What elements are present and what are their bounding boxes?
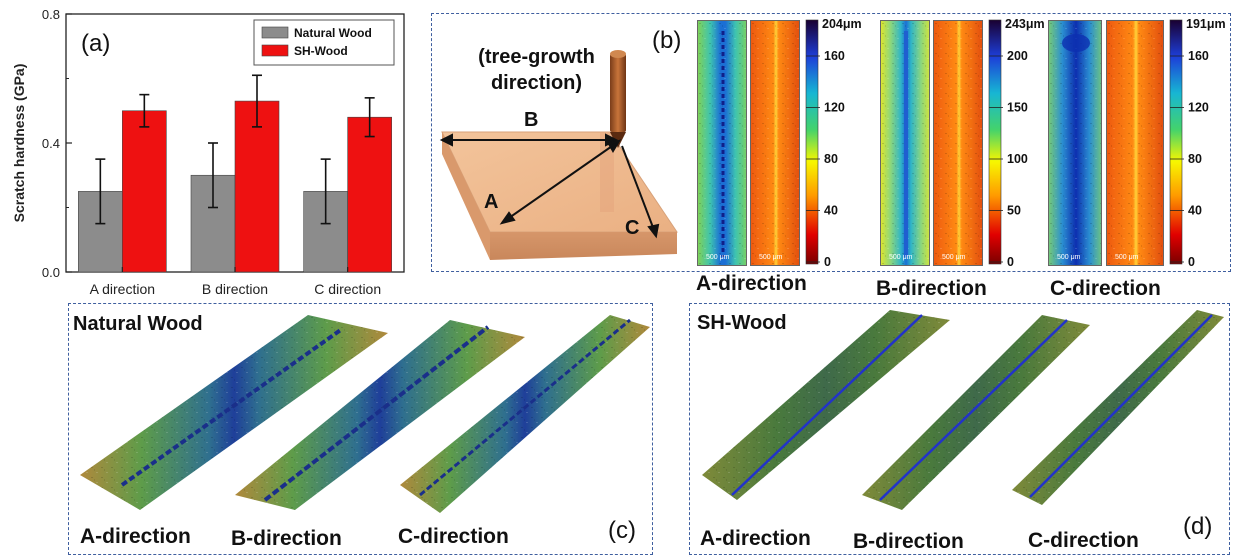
bar-sh-wood-3	[347, 116, 392, 273]
colorbar-b: 243μm 200 150 100 50 0	[988, 17, 1045, 269]
height-map-b-sh: 500 μm	[933, 20, 983, 266]
colorbar-tick-label: 0	[1188, 255, 1195, 269]
scale-bar-label: 500 μm	[942, 254, 966, 261]
panel-label-d: (d)	[1183, 513, 1213, 540]
colorbar-max-label: 243μm	[1005, 17, 1045, 31]
scale-bar-label: 500 μm	[1115, 254, 1139, 261]
bar-chart: Scratch hardness (GPa) 0.0 0.4 0.8 A direct…	[11, 7, 405, 297]
y-tick-label: 0.0	[42, 265, 60, 280]
colorbar-tick-label: 80	[1188, 152, 1202, 166]
wood-block-front	[490, 232, 677, 260]
colorbar-tick-label: 100	[1007, 152, 1028, 166]
scale-bar-label: 500 μm	[706, 254, 730, 261]
wood-block-side	[442, 132, 490, 260]
colorbar-tick-label: 80	[824, 152, 838, 166]
height-map-b-natural: 500 μm	[880, 20, 930, 266]
stylus-icon	[610, 54, 626, 132]
y-tick-label: 0.4	[42, 136, 60, 151]
colorbar-tick-label: 160	[1188, 49, 1209, 63]
x-tick-label: C direction	[314, 281, 381, 297]
panel-a: Scratch hardness (GPa) 0.0 0.4 0.8 A direct…	[0, 0, 412, 305]
surface-plots-natural-wood	[80, 315, 650, 513]
surface-natural-c	[400, 315, 650, 513]
axis-label-b: B	[524, 109, 538, 131]
surface-caption-d-c: C-direction	[1028, 529, 1139, 552]
colorbar-tick-label: 50	[1007, 204, 1021, 218]
surface-caption-c-c: C-direction	[398, 525, 509, 548]
height-map-a-sh: 500 μm	[750, 20, 800, 266]
growth-direction-label: (tree-growth direction)	[478, 46, 595, 94]
colorbar-tick-label: 120	[1188, 101, 1209, 115]
surface-caption-c-a: A-direction	[80, 525, 191, 548]
height-map-a-natural: 500 μm	[697, 20, 747, 266]
surface-sh-c	[1012, 310, 1224, 505]
panel-c-frame	[68, 303, 653, 555]
colorbar-tick-label: 0	[824, 255, 831, 269]
surface-caption-d-b: B-direction	[853, 530, 964, 553]
axis-label-c: C	[625, 217, 639, 239]
panel-b-frame	[431, 13, 1231, 272]
legend-label-natural-wood: Natural Wood	[294, 26, 372, 40]
height-map-c-sh: 500 μm	[1106, 20, 1164, 266]
panel-c-title: Natural Wood	[73, 313, 203, 335]
colorbar-tick-label: 160	[824, 49, 845, 63]
colorbar-tick-label: 150	[1007, 101, 1028, 115]
wood-block-schematic: B A C	[439, 50, 678, 260]
scale-bar-label: 500 μm	[759, 254, 783, 261]
surface-natural-b	[235, 320, 525, 510]
panel-label-a: (a)	[81, 30, 110, 57]
surface-natural-a	[80, 315, 388, 510]
x-tick-label: B direction	[202, 281, 268, 297]
surface-plots-sh-wood	[702, 310, 1224, 510]
colorbar-a: 204μm 160 120 80 40 0	[805, 17, 862, 269]
scale-bar-label: 500 μm	[1057, 254, 1081, 261]
legend-label-sh-wood: SH-Wood	[294, 44, 348, 58]
map-caption-a: A-direction	[696, 272, 807, 295]
x-tick-label: A direction	[90, 281, 155, 297]
panel-label-b: (b)	[652, 27, 682, 54]
colorbar-tick-label: 0	[1007, 255, 1014, 269]
colorbar-tick-label: 40	[824, 204, 838, 218]
surface-sh-a	[702, 310, 950, 500]
map-caption-c: C-direction	[1050, 277, 1161, 300]
colorbar-tick-label: 120	[824, 101, 845, 115]
panel-label-c: (c)	[608, 517, 636, 544]
colorbar-tick-label: 200	[1007, 49, 1028, 63]
legend-swatch-sh-wood	[261, 44, 289, 57]
scale-bar-label: 500 μm	[889, 254, 913, 261]
map-caption-b: B-direction	[876, 277, 987, 300]
panel-d-frame	[689, 303, 1230, 555]
y-tick-label: 0.8	[42, 7, 60, 22]
surface-sh-b	[862, 315, 1090, 510]
bar-sh-wood-1	[122, 110, 167, 273]
panel-d-title: SH-Wood	[697, 312, 787, 334]
y-axis-label: Scratch hardness (GPa)	[11, 64, 27, 223]
colorbar-c: 191μm 160 120 80 40 0	[1169, 17, 1226, 269]
colorbar-max-label: 204μm	[822, 17, 862, 31]
surface-caption-d-a: A-direction	[700, 527, 811, 550]
surface-caption-c-b: B-direction	[231, 527, 342, 550]
height-map-c-natural: 500 μm	[1048, 20, 1102, 266]
legend-swatch-natural-wood	[261, 26, 289, 39]
colorbar-tick-label: 40	[1188, 204, 1202, 218]
colorbar-max-label: 191μm	[1186, 17, 1226, 31]
axis-label-a: A	[484, 191, 498, 213]
